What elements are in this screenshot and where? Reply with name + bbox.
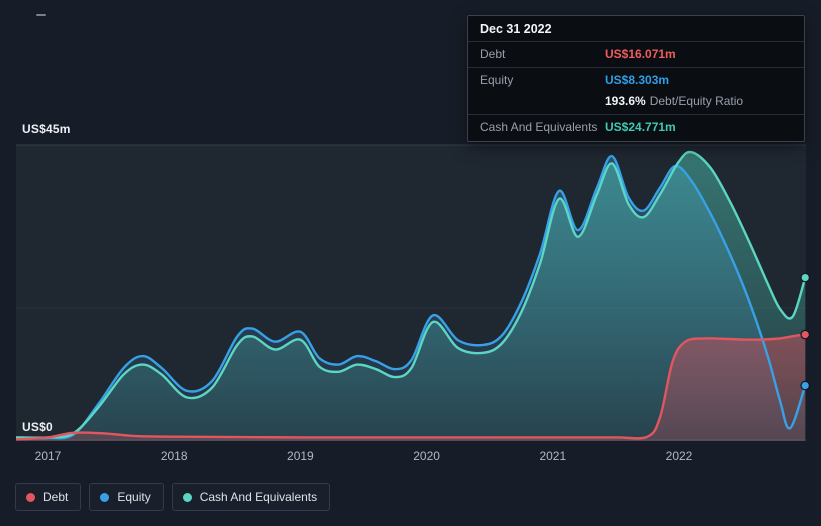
line-equity [16,154,807,440]
tooltip-ratio-value: 193.6% [605,94,646,108]
tooltip-row-debt: Debt US$16.071m [468,42,804,68]
line-cash-and-equivalents [16,150,807,439]
x-tick-2021: 2021 [539,449,567,463]
marker-equity [800,380,810,391]
tooltip-cash-label: Cash And Equivalents [480,120,598,134]
x-tick-2017: 2017 [34,449,62,463]
y-axis-max-label: US$45m [22,122,71,136]
x-tick-2022: 2022 [665,449,693,463]
chart-legend: Debt Equity Cash And Equivalents [15,483,331,511]
legend-dot-equity-icon [100,492,110,502]
tooltip-date: Dec 31 2022 [468,16,804,42]
tooltip-row-ratio: 193.6% Debt/Equity Ratio [468,91,804,112]
area-debt [16,334,806,441]
marker-debt [800,329,810,340]
marker-cash-and-equivalents [800,272,810,283]
line-debt [16,333,807,441]
legend-label-debt: Debt [43,490,69,504]
overflow-dash-icon [36,14,46,16]
area-cash-and-equivalents [16,151,806,441]
legend-label-equity: Equity [117,490,151,504]
legend-label-cash: Cash And Equivalents [199,490,318,504]
tooltip-row-equity: Equity US$8.303m [468,70,804,91]
tooltip-ratio-label: Debt/Equity Ratio [649,94,744,108]
tooltip-debt-label: Debt [480,47,506,61]
legend-dot-cash-icon [182,492,192,502]
legend-item-debt[interactable]: Debt [15,483,82,511]
tooltip-debt-value: US$16.071m [605,47,676,61]
tooltip-cash-value: US$24.771m [605,120,676,134]
tooltip-equity-label: Equity [480,73,514,87]
y-axis-zero-label: US$0 [22,420,53,434]
tooltip-ratio: 193.6% Debt/Equity Ratio [605,94,743,109]
x-tick-2019: 2019 [287,449,314,463]
tooltip-equity-value: US$8.303m [605,73,670,87]
x-tick-2020: 2020 [413,449,440,463]
tooltip-row-cash: Cash And Equivalents US$24.771m [468,114,804,141]
chart-tooltip: Dec 31 2022 Debt US$16.071m Equity US$8.… [467,15,805,142]
legend-dot-debt-icon [26,492,35,502]
legend-item-equity[interactable]: Equity [89,483,164,511]
x-tick-2018: 2018 [160,449,188,463]
legend-item-cash-and-equivalents[interactable]: Cash And Equivalents [171,483,331,511]
